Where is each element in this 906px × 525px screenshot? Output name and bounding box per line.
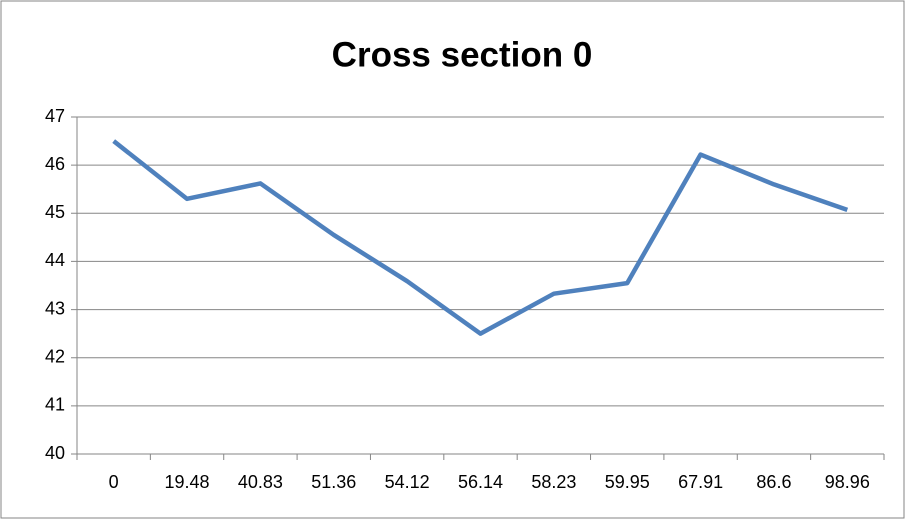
y-tick-label: 41	[45, 395, 65, 415]
x-tick-label: 86.6	[756, 472, 791, 492]
x-tick-label: 98.96	[825, 472, 870, 492]
x-tick-label: 56.14	[458, 472, 503, 492]
x-tick-label: 19.48	[165, 472, 210, 492]
x-tick-label: 59.95	[605, 472, 650, 492]
x-tick-label: 51.36	[311, 472, 356, 492]
y-tick-label: 43	[45, 298, 65, 318]
y-tick-label: 42	[45, 346, 65, 366]
x-tick-label: 0	[109, 472, 119, 492]
y-tick-label: 47	[45, 106, 65, 126]
x-tick-label: 67.91	[678, 472, 723, 492]
x-tick-label: 54.12	[385, 472, 430, 492]
y-tick-label: 45	[45, 202, 65, 222]
y-tick-label: 44	[45, 250, 65, 270]
x-tick-label: 40.83	[238, 472, 283, 492]
y-tick-label: 40	[45, 443, 65, 463]
chart-title: Cross section 0	[332, 35, 593, 74]
data-line	[112, 139, 849, 336]
x-tick-label: 58.23	[531, 472, 576, 492]
y-tick-label: 46	[45, 154, 65, 174]
